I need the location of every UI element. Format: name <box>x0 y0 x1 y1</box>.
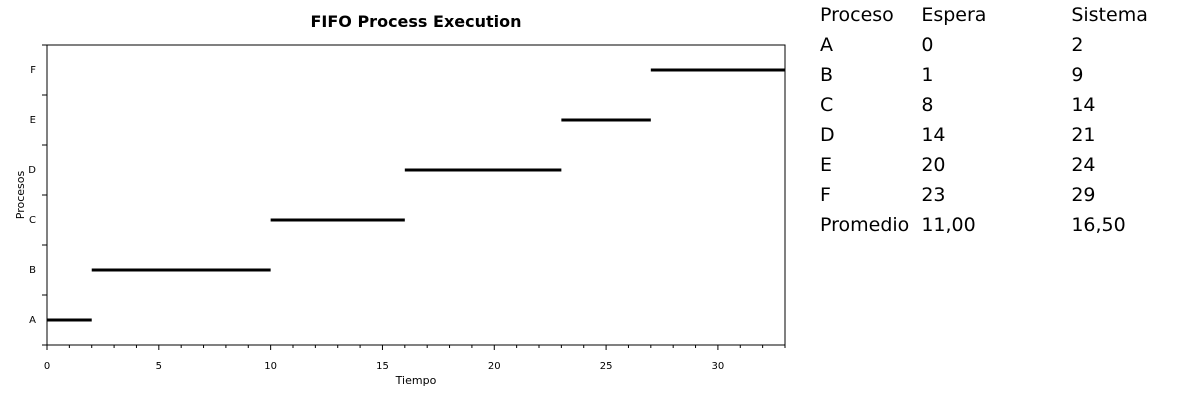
cell-sistema: 16,50 <box>1071 214 1126 236</box>
x-tick-label-0: 0 <box>44 361 50 372</box>
cell-espera: 23 <box>921 184 946 206</box>
y-tick-label-a: A <box>29 315 36 326</box>
cell-espera: 1 <box>921 64 934 86</box>
cell-espera: 20 <box>921 154 946 176</box>
cell-espera: 11,00 <box>921 214 976 236</box>
cell-sistema: 29 <box>1071 184 1096 206</box>
process-stats-table: Proceso Espera Sistema A 0 2 B 1 9 C 8 1… <box>814 0 1177 240</box>
cell-espera: 0 <box>921 34 934 56</box>
cell-sistema: 14 <box>1071 94 1096 116</box>
y-tick-label-e: E <box>30 115 36 126</box>
header-proceso: Proceso <box>820 4 894 26</box>
x-axis-label: Tiempo <box>395 374 437 387</box>
table-row: E 20 24 <box>814 150 1177 180</box>
process-bars <box>47 68 785 322</box>
chart-title: FIFO Process Execution <box>310 12 521 31</box>
header-espera: Espera <box>921 4 987 26</box>
plot-frame <box>46 44 786 346</box>
x-tick-label-10: 10 <box>264 361 277 372</box>
header-sistema: Sistema <box>1071 4 1148 26</box>
table-row: D 14 21 <box>814 120 1177 150</box>
y-tick-label-c: C <box>29 215 36 226</box>
fifo-chart: FIFO Process Execution A B C D E F 0 5 10 15 20 25… <box>14 12 786 387</box>
y-tick-label-b: B <box>29 265 36 276</box>
table-row-average: Promedio 11,00 16,50 <box>814 210 1177 240</box>
table-row: C 8 14 <box>814 90 1177 120</box>
x-tick-label-25: 25 <box>600 361 613 372</box>
cell-sistema: 2 <box>1071 34 1084 56</box>
cell-proceso: B <box>820 64 834 86</box>
cell-espera: 14 <box>921 124 946 146</box>
cell-proceso: D <box>820 124 835 146</box>
y-axis-ticks: A B C D E F <box>28 44 47 346</box>
cell-espera: 8 <box>921 94 934 116</box>
cell-proceso: A <box>820 34 833 56</box>
x-tick-label-5: 5 <box>156 361 162 372</box>
table-row: F 23 29 <box>814 180 1177 210</box>
x-axis-ticks: 0 5 10 15 20 25 30 <box>44 345 786 372</box>
cell-sistema: 9 <box>1071 64 1084 86</box>
cell-proceso: F <box>820 184 831 206</box>
cell-proceso: E <box>820 154 833 176</box>
x-tick-label-15: 15 <box>376 361 389 372</box>
x-tick-label-20: 20 <box>488 361 501 372</box>
x-tick-label-30: 30 <box>712 361 725 372</box>
y-axis-label: Procesos <box>14 171 27 220</box>
cell-proceso: C <box>820 94 834 116</box>
cell-sistema: 21 <box>1071 124 1096 146</box>
table-header-row: Proceso Espera Sistema <box>814 0 1177 30</box>
y-tick-label-f: F <box>30 65 36 76</box>
y-tick-label-d: D <box>28 165 36 176</box>
table-row: B 1 9 <box>814 60 1177 90</box>
table-row: A 0 2 <box>814 30 1177 60</box>
cell-proceso: Promedio <box>820 214 910 236</box>
cell-sistema: 24 <box>1071 154 1096 176</box>
